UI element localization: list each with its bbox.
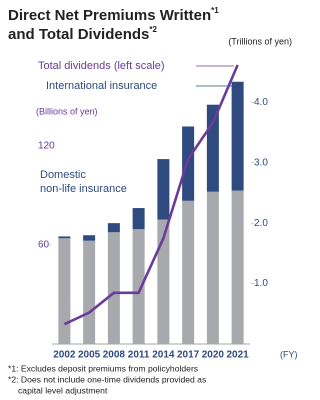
footnote: *2: Does not include one-time dividends … — [8, 374, 206, 384]
title-note: *1 — [211, 6, 219, 15]
bar-segment — [182, 126, 195, 201]
bar-segment — [132, 229, 145, 344]
series-label: Domestic non-life insurance — [40, 169, 127, 195]
bar-segment — [157, 159, 170, 220]
y2-axis-label: (Trillions of yen) — [228, 36, 292, 46]
footnote: *1: Excludes deposit premiums from polic… — [8, 363, 198, 373]
bar-segment — [107, 223, 120, 233]
bar-segment — [83, 235, 96, 241]
bar-segment — [58, 236, 71, 239]
x-tick-label: 2002 — [53, 350, 76, 361]
dividend-line — [63, 64, 239, 326]
series-label: Total dividends (left scale) — [38, 60, 165, 72]
x-tick-label: 2020 — [202, 350, 225, 361]
y2-tick-label: 1.0 — [254, 278, 268, 289]
bar-segment — [107, 232, 120, 344]
x-tick-label: 2021 — [227, 350, 250, 361]
y2-tick-label: 3.0 — [254, 157, 268, 168]
x-tick-label: 2005 — [78, 350, 101, 361]
y2-tick-label: 2.0 — [254, 218, 268, 229]
title-line: and Total Dividends — [8, 26, 149, 43]
x-tick-label: 2011 — [128, 350, 150, 361]
bar-segment — [206, 104, 219, 192]
y-tick-label: 60 — [38, 240, 50, 251]
chart-title: Direct Net Premiums Written*1 — [8, 6, 219, 24]
series-label-line: non-life insurance — [40, 183, 127, 195]
y-tick-label: 120 — [38, 141, 55, 152]
x-tick-label: 2008 — [103, 350, 126, 361]
title-line: Direct Net Premiums Written — [8, 7, 211, 24]
chart-title: and Total Dividends*2 — [8, 25, 158, 43]
y-axis-label: (Billions of yen) — [36, 106, 98, 116]
x-axis-label: (FY) — [280, 349, 298, 359]
y2-tick-label: 4.0 — [254, 97, 268, 108]
bar-segment — [231, 81, 244, 191]
bar-segment — [231, 190, 244, 344]
bar-segment — [206, 191, 219, 344]
chart: Direct Net Premiums Written*1 and Total … — [8, 6, 298, 395]
bar-segment — [157, 219, 170, 344]
bar-segment — [83, 240, 96, 344]
bar-segment — [182, 200, 195, 344]
footnote: capital level adjustment — [18, 385, 108, 395]
bar-segment — [58, 238, 71, 344]
title-note: *2 — [149, 25, 157, 34]
series-label-line: Domestic — [40, 169, 86, 181]
x-tick-label: 2017 — [177, 350, 200, 361]
x-tick-label: 2014 — [152, 350, 175, 361]
bar-segment — [132, 208, 145, 230]
series-label: International insurance — [46, 80, 157, 92]
